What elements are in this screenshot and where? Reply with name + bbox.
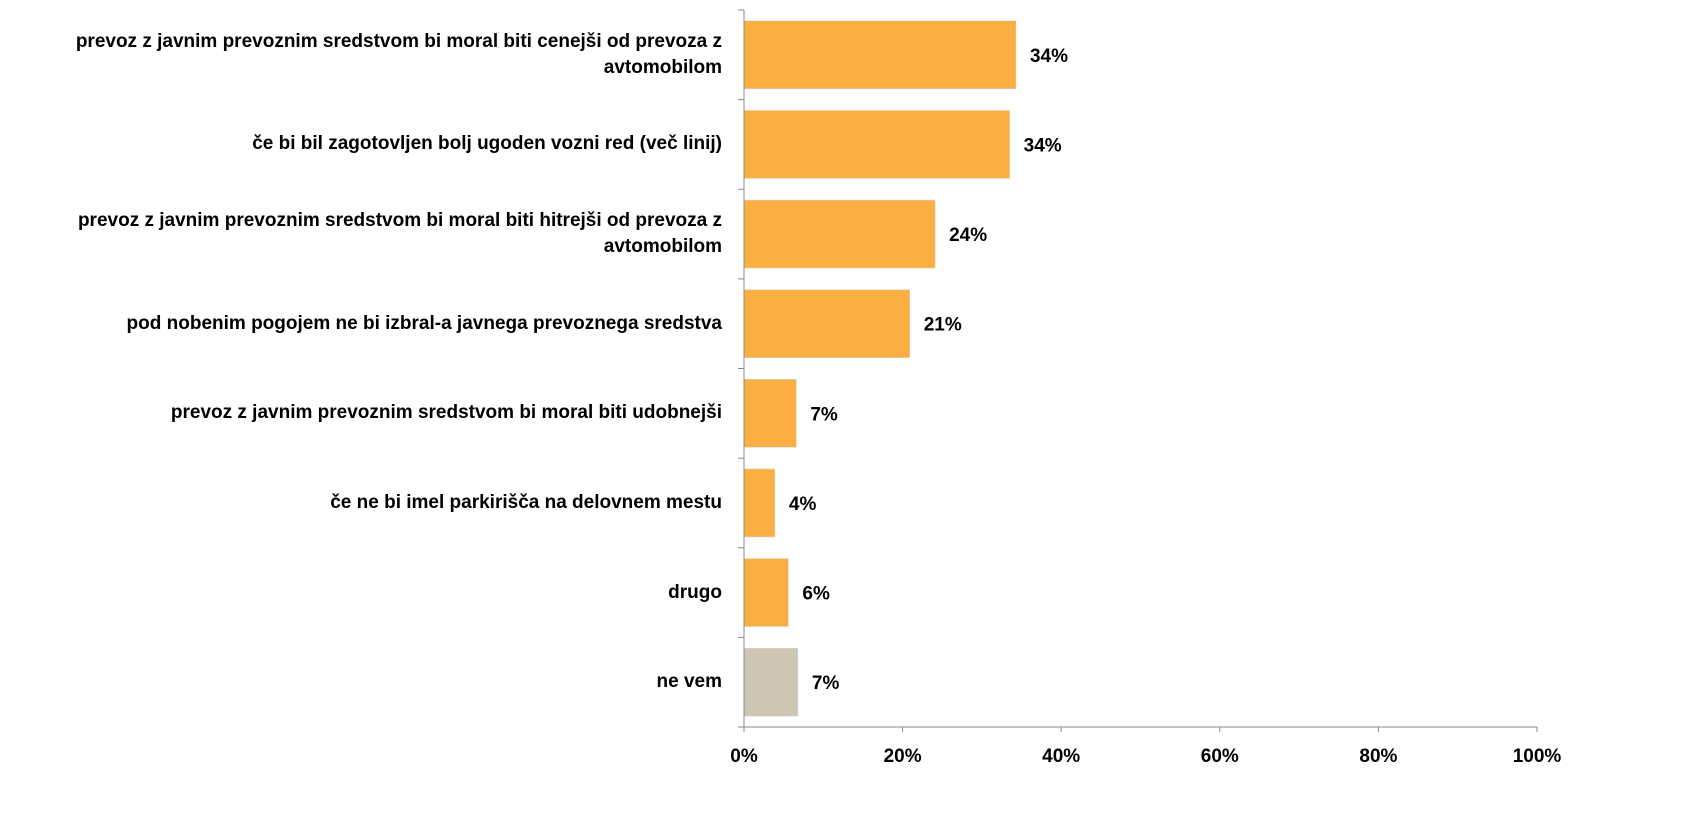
bar <box>743 647 799 717</box>
category-label: če bi bil zagotovljen bolj ugoden vozni … <box>252 133 722 155</box>
bar <box>743 199 936 269</box>
value-label: 4% <box>789 494 817 515</box>
value-label: 21% <box>924 315 962 336</box>
category-label: prevoz z javnim prevoznim sredstvom bi m… <box>170 402 722 424</box>
category-label: prevoz z javnim prevoznim sredstvom bi m… <box>77 210 722 258</box>
category-label: drugo <box>668 581 722 603</box>
x-tick-label: 100% <box>1513 746 1562 767</box>
value-label: 34% <box>1024 135 1062 156</box>
bar <box>743 558 789 627</box>
category-label: pod nobenim pogojem ne bi izbral-a javne… <box>126 312 722 334</box>
value-label: 6% <box>802 584 830 605</box>
bar <box>743 110 1010 179</box>
bar <box>743 289 910 358</box>
bar <box>743 379 797 448</box>
x-tick-label: 80% <box>1359 746 1397 767</box>
value-label: 7% <box>812 673 840 694</box>
x-tick-label: 40% <box>1042 746 1080 767</box>
category-label: če ne bi imel parkirišča na delovnem mes… <box>330 491 722 513</box>
x-tick-label: 0% <box>730 746 758 767</box>
value-label: 7% <box>810 404 838 425</box>
bar <box>743 468 776 538</box>
category-label: prevoz z javnim prevoznim sredstvom bi m… <box>75 30 722 78</box>
bar <box>743 20 1017 90</box>
x-tick-label: 60% <box>1201 746 1239 767</box>
category-label: ne vem <box>656 671 722 693</box>
value-label: 24% <box>949 225 987 246</box>
x-tick-label: 20% <box>884 746 922 767</box>
value-label: 34% <box>1030 46 1068 67</box>
